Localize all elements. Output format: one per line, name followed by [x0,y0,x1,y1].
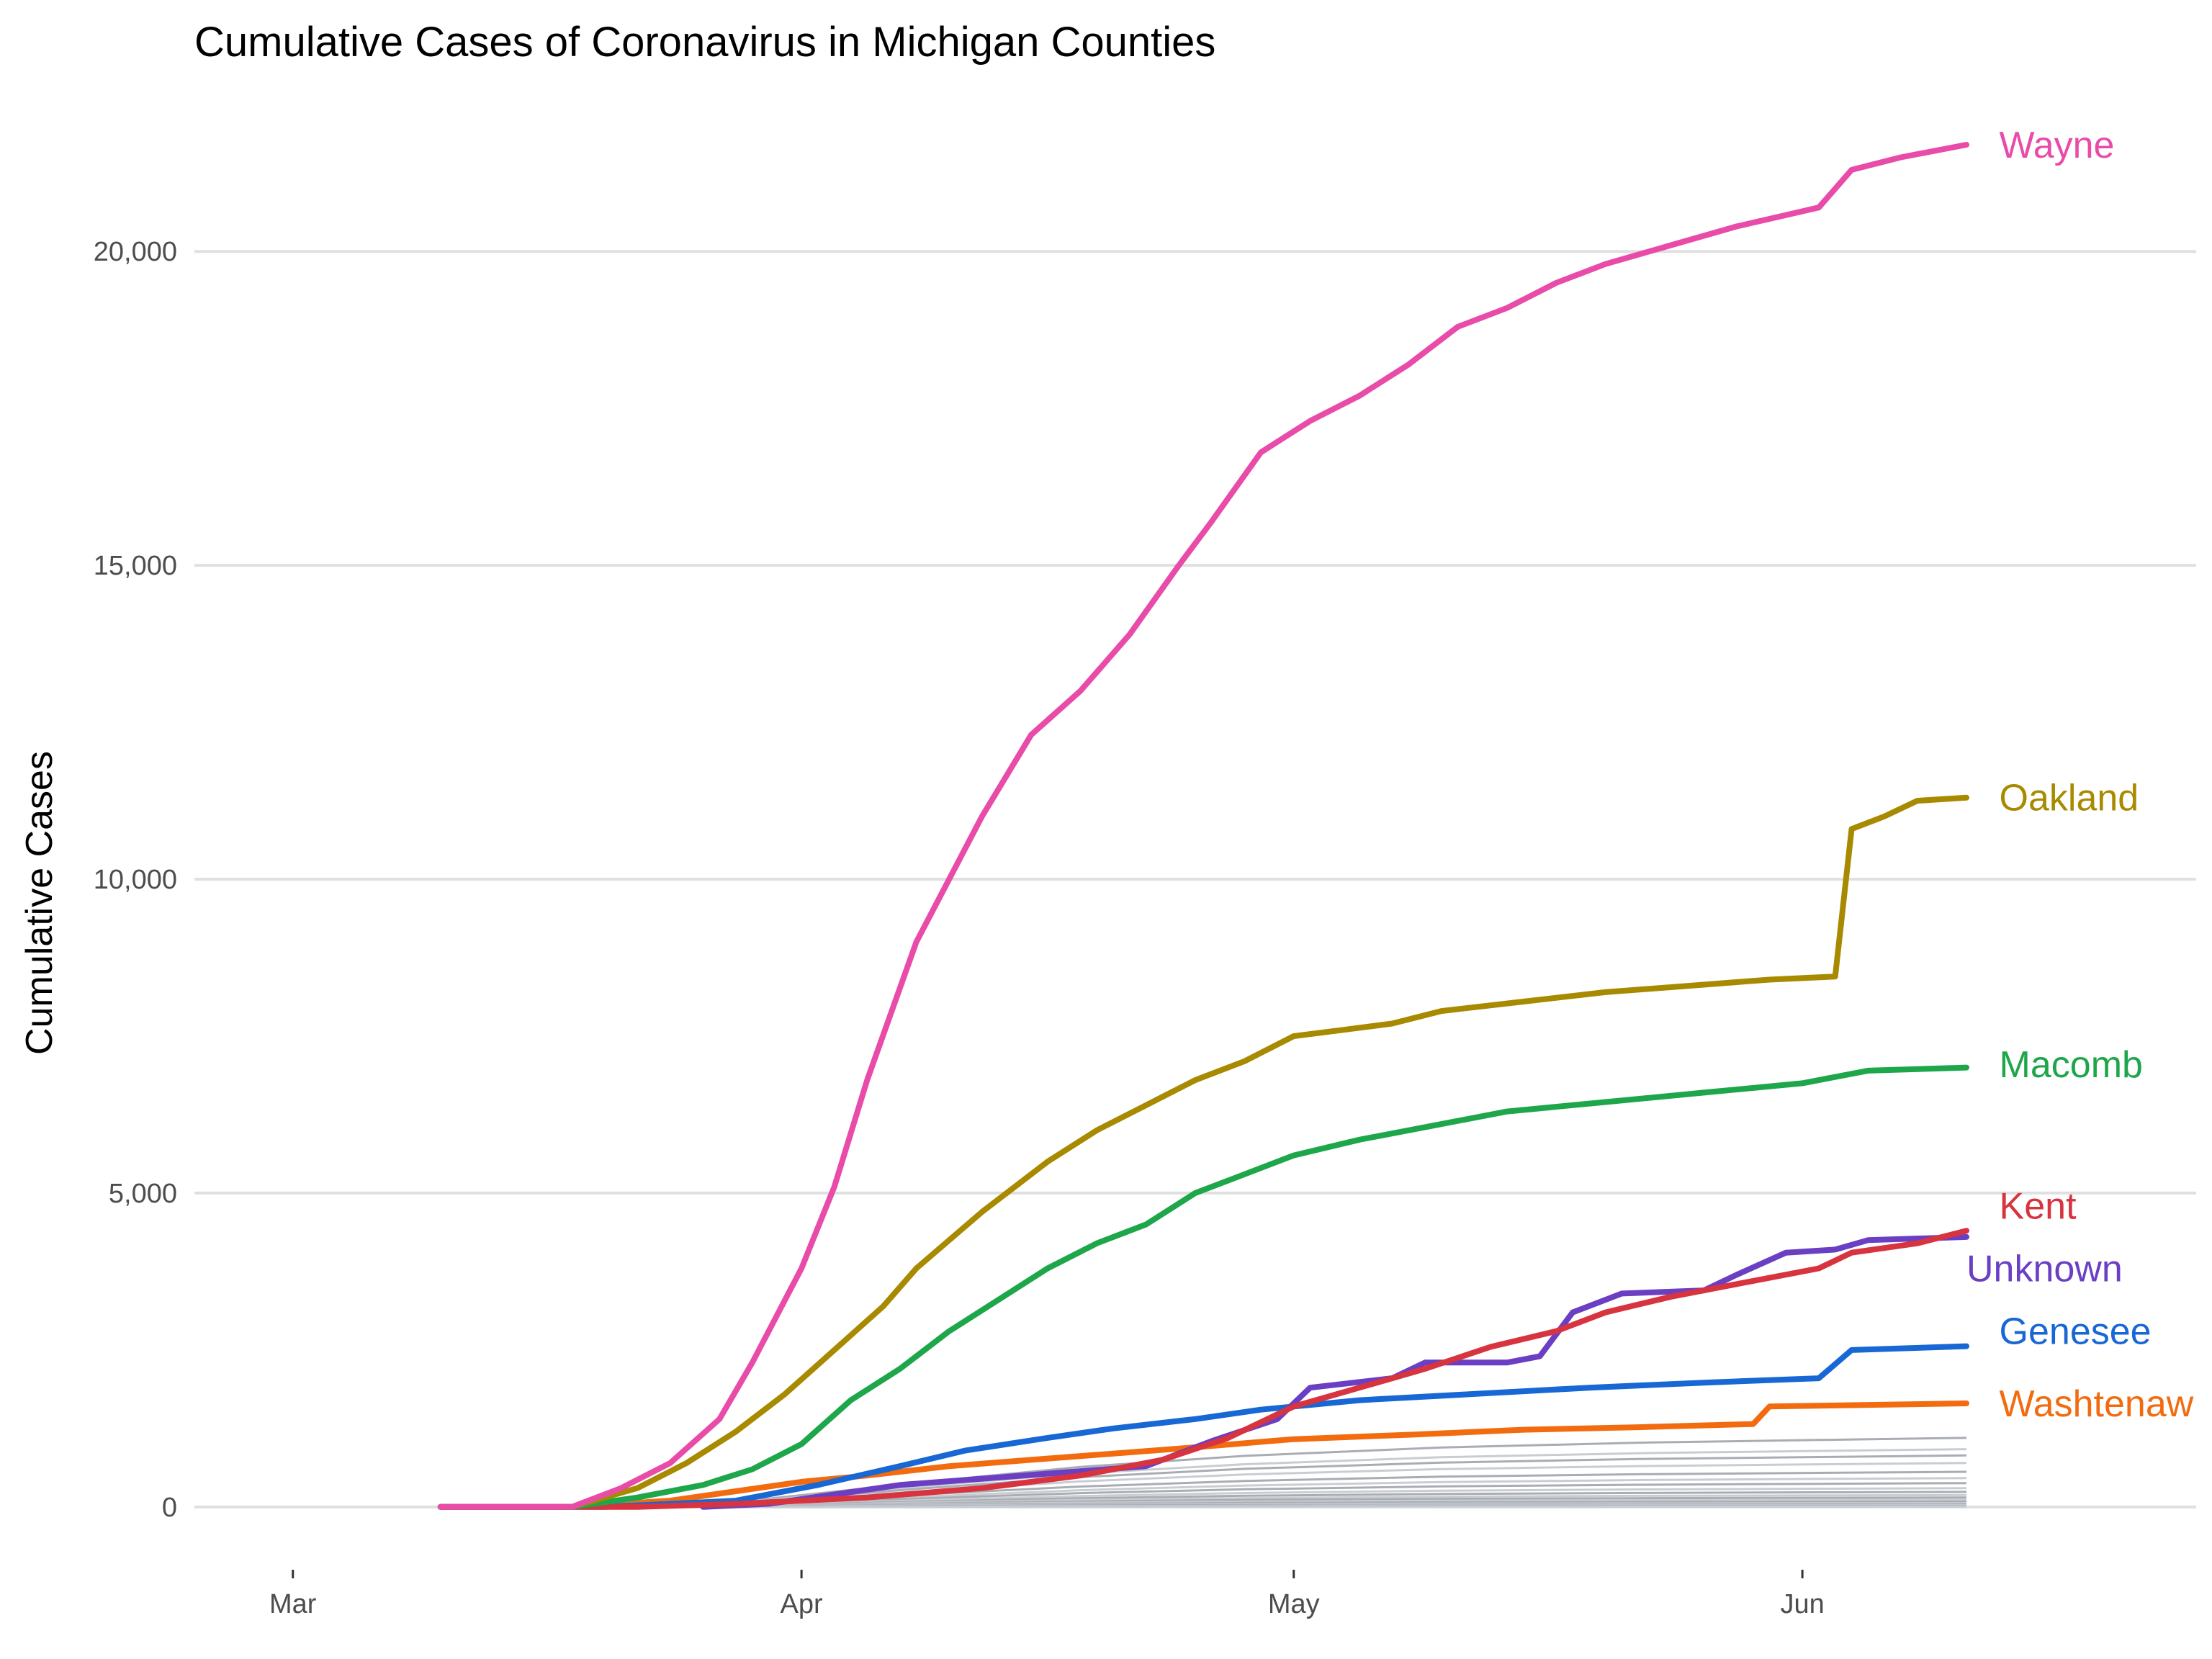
x-axis-ticks: Mar Apr May Jun [269,1570,1825,1619]
y-tick-label: 10,000 [94,865,177,895]
series-line-oakland [437,794,1969,1510]
series-end-labels: Wayne Oakland Macomb Kent Unknown Genesee Wash… [1966,125,2194,1425]
series-label-unknown: Unknown [1966,1249,2123,1290]
chart-title: Cumulative Cases of Coronavirus in Michi… [194,19,1215,66]
series-line-macomb [437,1064,1969,1510]
grid-lines [194,250,2196,1509]
series-label-macomb: Macomb [2000,1044,2143,1086]
y-tick-label: 5,000 [109,1179,177,1209]
y-axis-ticks: 0 5,000 10,000 15,000 20,000 [94,237,177,1523]
x-tick-label: May [1268,1589,1320,1619]
x-tick-label: Mar [269,1589,317,1619]
series-line-kent [437,1228,1969,1510]
y-tick-label: 15,000 [94,551,177,581]
y-tick-label: 0 [162,1493,177,1523]
series-line-unknown [700,1233,1969,1510]
x-tick-label: Apr [781,1589,823,1619]
series-line-genesee [437,1343,1969,1510]
series-label-oakland: Oakland [2000,778,2139,819]
series-line-wayne [437,142,1969,1510]
series-label-washtenaw: Washtenaw [2000,1383,2194,1425]
series-label-wayne: Wayne [2000,125,2115,166]
x-tick-label: Jun [1780,1589,1824,1619]
series-label-kent: Kent [2000,1185,2077,1227]
series-line-washtenaw [437,1401,1969,1510]
y-axis-title: Cumulative Cases [19,751,60,1055]
county-series-lines [437,142,1969,1510]
y-tick-label: 20,000 [94,237,177,267]
series-label-genesee: Genesee [2000,1311,2152,1353]
